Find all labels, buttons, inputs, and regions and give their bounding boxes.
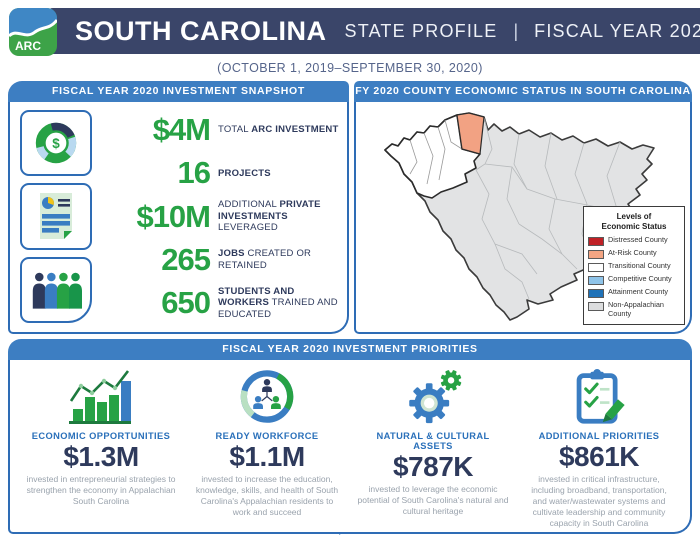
distressed-swatch [588,236,604,246]
svg-text:$: $ [52,136,60,151]
arc-investment-donut-icon: $ [20,110,92,177]
state-profile-label: STATE PROFILE [344,20,498,41]
non-appalachian-swatch [588,301,604,311]
stat-jobs: 265 JOBS CREATED OR RETAINED [92,242,346,278]
priority-amount: $1.1M [229,441,305,472]
attainment-swatch [588,288,604,298]
stat-total-investment: $4M TOTAL ARC INVESTMENT [92,112,346,148]
stat-projects: 16 PROJECTS [92,155,346,191]
stat-value: 650 [161,285,211,320]
map-legend: Levels of Economic Status Distressed Cou… [583,206,685,325]
priority-description: invested in entrepreneurial strategies t… [26,474,176,506]
stat-value: 16 [177,155,211,191]
county-status-panel: FY 2020 COUNTY ECONOMIC STATUS IN SOUTH … [354,81,692,334]
competitive-swatch [588,275,604,285]
stat-label: JOBS CREATED OR RETAINED [218,248,312,271]
report-chart-icon [20,183,92,250]
stat-value: $4M [152,112,211,147]
priorities-panel-header: FISCAL YEAR 2020 INVESTMENT PRIORITIES [8,339,692,360]
legend-item-attainment: Attainment County [588,287,680,298]
snapshot-panel-body: $ [8,102,349,334]
stat-students-workers: 650 STUDENTS AND WORKERS TRAINED AND EDU… [92,285,346,321]
priorities-panel-body: ECONOMIC OPPORTUNITIES $1.3M invested in… [8,360,692,535]
stat-label: ADDITIONAL PRIVATE INVESTMENTS LEVERAGED [218,199,321,234]
priority-amount: $787K [392,451,474,482]
at-risk-swatch [588,249,604,259]
gears-icon [357,367,509,425]
priority-title: READY WORKFORCE [215,431,319,441]
legend-item-transitional: Transitional County [588,261,680,272]
investment-snapshot-panel: FISCAL YEAR 2020 INVESTMENT SNAPSHOT $ [8,81,349,334]
top-panels: FISCAL YEAR 2020 INVESTMENT SNAPSHOT $ [0,81,700,334]
legend-item-distressed: Distressed County [588,235,680,246]
priority-amount: $861K [558,441,640,472]
fiscal-year-label: FISCAL YEAR 2020 [534,20,700,41]
priority-economic-opportunities: ECONOMIC OPPORTUNITIES $1.3M invested in… [18,367,184,528]
map-panel-header: FY 2020 COUNTY ECONOMIC STATUS IN SOUTH … [354,81,692,102]
priority-description: invested to leverage the economic potent… [357,484,509,516]
priority-natural-cultural: NATURAL & CULTURAL ASSETS $787K invested… [350,367,516,528]
priority-title: ADDITIONAL PRIORITIES [538,431,660,441]
stat-value: $10M [136,198,211,234]
priority-ready-workforce: READY WORKFORCE $1.1M invested to increa… [184,367,350,528]
clipboard-checklist-icon [523,367,675,425]
priority-description: invested to increase the education, know… [195,474,339,517]
stat-private-investments: $10M ADDITIONAL PRIVATE INVESTMENTS LEVE… [92,199,346,235]
priority-amount: $1.3M [63,441,139,472]
map-panel-body: Levels of Economic Status Distressed Cou… [354,102,692,334]
title-banner: SOUTH CAROLINA STATE PROFILE | FISCAL YE… [45,8,700,54]
stat-label: PROJECTS [218,167,271,179]
people-group-icon [20,256,92,323]
at-risk-county [456,112,485,155]
date-range: (OCTOBER 1, 2019–SEPTEMBER 30, 2020) [217,61,483,75]
priority-description: invested in critical infrastructure, inc… [531,474,667,528]
stat-value: 265 [161,241,211,277]
bar-chart-growth-icon [25,367,177,425]
priority-title: ECONOMIC OPPORTUNITIES [31,431,171,441]
legend-item-non-appalachian: Non-Appalachian County [588,300,680,319]
stat-label: TOTAL ARC INVESTMENT [218,124,339,136]
workforce-network-icon [191,367,343,425]
page-title: SOUTH CAROLINA [75,15,327,46]
priority-additional: ADDITIONAL PRIORITIES $861K invested in … [516,367,682,528]
snapshot-stats: $4M TOTAL ARC INVESTMENT 16 PROJECTS $10… [92,110,346,323]
priority-title: NATURAL & CULTURAL ASSETS [376,431,490,451]
stat-label: STUDENTS AND WORKERS TRAINED AND EDUCATE… [218,285,338,320]
snapshot-icon-column: $ [20,110,92,323]
legend-title: Levels of Economic Status [601,212,667,231]
snapshot-panel-header: FISCAL YEAR 2020 INVESTMENT SNAPSHOT [8,81,349,102]
investment-priorities-panel: FISCAL YEAR 2020 INVESTMENT PRIORITIES [8,339,692,535]
svg-text:ARC: ARC [15,39,41,53]
legend-item-competitive: Competitive County [588,274,680,285]
transitional-swatch [588,262,604,272]
title-separator: | [513,20,519,41]
legend-item-at-risk: At-Risk County [588,248,680,259]
arc-logo-icon: ARC [9,8,57,56]
header: ARC SOUTH CAROLINA STATE PROFILE | FISCA… [0,0,700,56]
